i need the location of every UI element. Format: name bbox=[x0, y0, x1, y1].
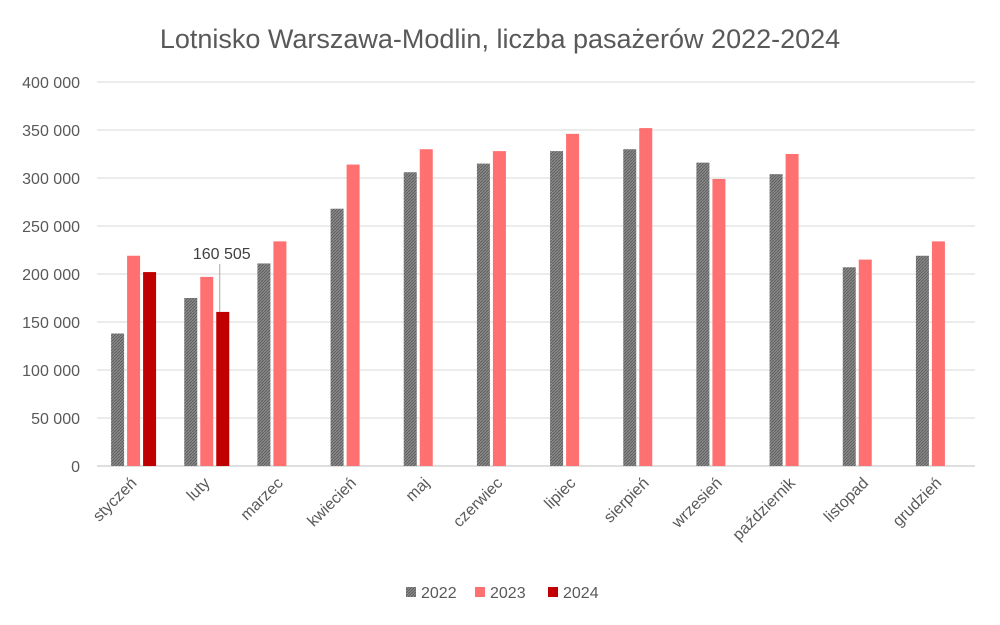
bar-2023-lipiec bbox=[566, 133, 580, 466]
x-tick-label: wrzesień bbox=[668, 475, 725, 532]
bar-2022-listopad bbox=[842, 267, 856, 466]
y-tick-label: 250 000 bbox=[22, 219, 80, 236]
bar-2022-styczeń bbox=[111, 333, 125, 466]
bar-2022-sierpień bbox=[623, 149, 637, 466]
x-axis-labels: styczeń luty marzec kwiecień maj czerwiec lipi… bbox=[90, 474, 945, 544]
bar-2023-wrzesień bbox=[712, 178, 726, 466]
y-axis-ticks: 0 50 000 100 000 150 000 200 000 250 000 300 0… bbox=[22, 75, 80, 476]
bars bbox=[111, 128, 945, 467]
y-tick-label: 400 000 bbox=[22, 75, 80, 92]
legend: 2022 2023 2024 bbox=[406, 585, 599, 602]
bar-2023-sierpień bbox=[639, 128, 653, 466]
x-tick-label: czerwiec bbox=[450, 475, 506, 531]
bar-2023-listopad bbox=[858, 259, 872, 466]
y-tick-label: 350 000 bbox=[22, 123, 80, 140]
legend-label: 2023 bbox=[490, 585, 526, 602]
bar-2022-marzec bbox=[257, 263, 271, 466]
bar-2023-kwiecień bbox=[346, 164, 360, 466]
annotations: 160 505 bbox=[193, 246, 251, 312]
legend-swatch-2022 bbox=[406, 587, 416, 597]
bar-2023-marzec bbox=[273, 241, 287, 466]
y-tick-label: 300 000 bbox=[22, 171, 80, 188]
y-tick-label: 100 000 bbox=[22, 363, 80, 380]
bar-2024-luty bbox=[216, 311, 230, 466]
x-tick-label: listopad bbox=[821, 475, 872, 526]
x-tick-label: maj bbox=[403, 475, 433, 505]
bar-2022-kwiecień bbox=[330, 208, 344, 466]
gridlines bbox=[97, 81, 975, 467]
legend-label: 2022 bbox=[421, 585, 457, 602]
bar-2024-styczeń bbox=[143, 272, 157, 466]
x-tick-label: luty bbox=[184, 475, 214, 505]
bar-2023-luty bbox=[200, 276, 214, 466]
x-tick-label: kwiecień bbox=[305, 475, 360, 530]
bar-2022-grudzień bbox=[915, 255, 929, 466]
bar-2022-maj bbox=[403, 172, 417, 467]
y-tick-label: 0 bbox=[71, 459, 80, 476]
x-tick-label: grudzień bbox=[890, 475, 945, 530]
bar-2022-luty bbox=[184, 298, 198, 466]
bar-2023-styczeń bbox=[127, 255, 141, 466]
bar-2022-wrzesień bbox=[696, 162, 710, 466]
x-tick-label: styczeń bbox=[90, 475, 140, 525]
x-tick-label: lipiec bbox=[542, 475, 580, 513]
legend-swatch-2023 bbox=[475, 587, 485, 597]
y-tick-label: 50 000 bbox=[31, 411, 80, 428]
bar-2022-lipiec bbox=[550, 151, 564, 466]
data-label: 160 505 bbox=[193, 246, 251, 263]
bar-2023-październik bbox=[785, 154, 799, 466]
y-tick-label: 150 000 bbox=[22, 315, 80, 332]
bar-2023-maj bbox=[419, 149, 433, 466]
x-tick-label: październik bbox=[730, 474, 800, 544]
bar-2022-czerwiec bbox=[476, 163, 490, 466]
legend-label: 2024 bbox=[563, 585, 599, 602]
y-tick-label: 200 000 bbox=[22, 267, 80, 284]
bar-2023-czerwiec bbox=[492, 151, 506, 466]
legend-swatch-2024 bbox=[548, 587, 558, 597]
bar-2022-październik bbox=[769, 174, 783, 466]
x-tick-label: marzec bbox=[238, 475, 287, 524]
chart-title: Lotnisko Warszawa-Modlin, liczba pasażer… bbox=[160, 24, 840, 54]
x-tick-label: sierpień bbox=[601, 475, 653, 527]
bar-2023-grudzień bbox=[931, 241, 945, 466]
